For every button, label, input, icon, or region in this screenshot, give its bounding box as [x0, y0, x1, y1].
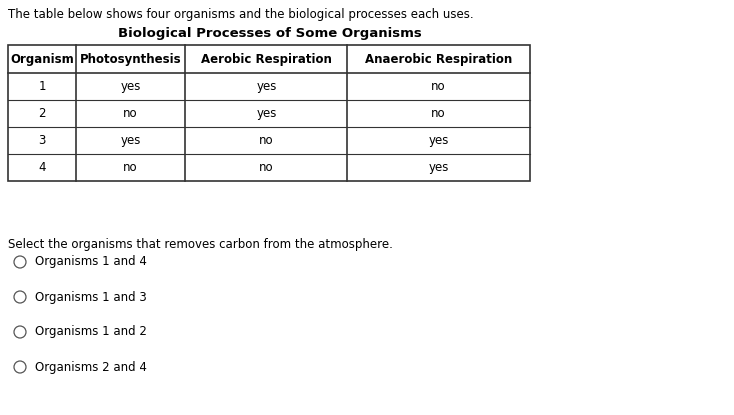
Text: The table below shows four organisms and the biological processes each uses.: The table below shows four organisms and… [8, 8, 473, 21]
Text: no: no [432, 107, 446, 120]
Text: 3: 3 [38, 134, 46, 147]
Text: yes: yes [429, 134, 448, 147]
Text: no: no [259, 161, 274, 174]
Text: Organisms 1 and 4: Organisms 1 and 4 [35, 256, 147, 269]
Text: yes: yes [256, 80, 277, 93]
Text: yes: yes [429, 161, 448, 174]
Text: Photosynthesis: Photosynthesis [80, 53, 181, 66]
Text: Select the organisms that removes carbon from the atmosphere.: Select the organisms that removes carbon… [8, 238, 393, 251]
Text: Anaerobic Respiration: Anaerobic Respiration [365, 53, 512, 66]
Text: Organisms 1 and 2: Organisms 1 and 2 [35, 325, 147, 339]
Text: no: no [123, 107, 138, 120]
Text: Aerobic Respiration: Aerobic Respiration [201, 53, 332, 66]
Text: Organisms 2 and 4: Organisms 2 and 4 [35, 361, 147, 374]
Text: Organism: Organism [10, 53, 74, 66]
Text: Organisms 1 and 3: Organisms 1 and 3 [35, 290, 147, 303]
Text: no: no [432, 80, 446, 93]
Text: Biological Processes of Some Organisms: Biological Processes of Some Organisms [118, 27, 422, 40]
Bar [8, 45, 530, 181]
Text: no: no [259, 134, 274, 147]
Text: 1: 1 [38, 80, 46, 93]
Text: yes: yes [120, 80, 141, 93]
Text: yes: yes [120, 134, 141, 147]
Text: yes: yes [256, 107, 277, 120]
Text: 2: 2 [38, 107, 46, 120]
Text: 4: 4 [38, 161, 46, 174]
Text: no: no [123, 161, 138, 174]
